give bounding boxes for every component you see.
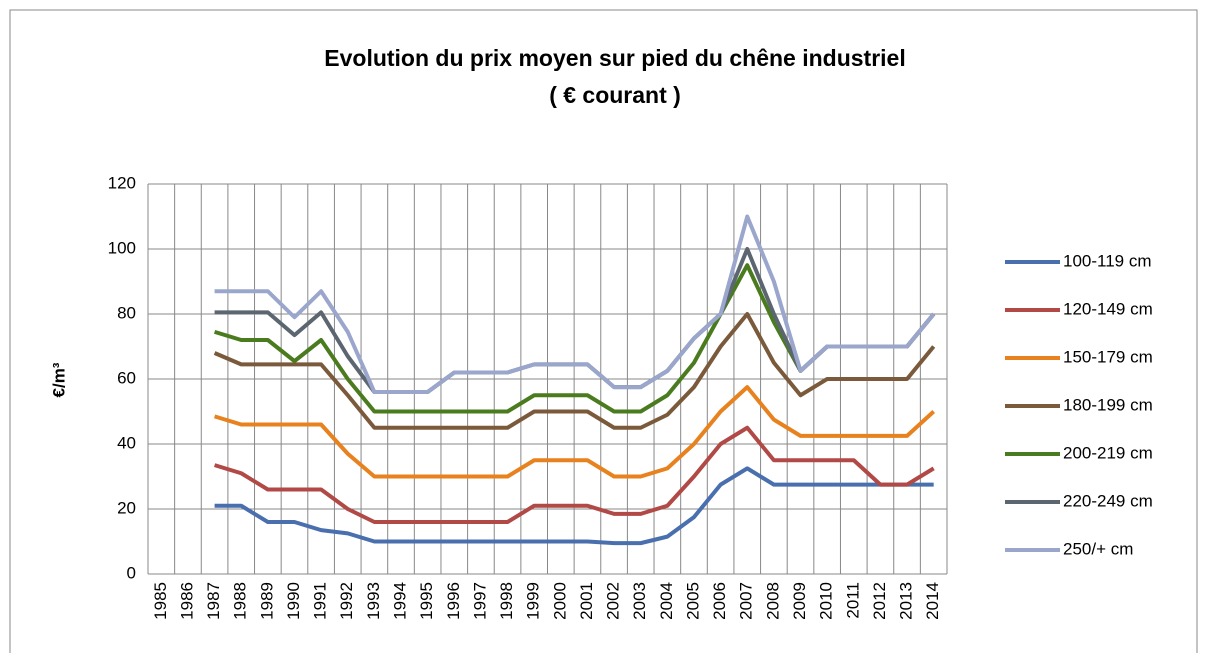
x-tick-label: 2013 <box>897 582 916 620</box>
data-line <box>214 214 936 394</box>
x-tick-label: 1985 <box>151 582 170 620</box>
x-tick-label: 2009 <box>790 582 809 620</box>
x-tick-label: 1999 <box>524 582 543 620</box>
x-tick-label: 2001 <box>577 582 596 620</box>
x-tick-label: 1992 <box>337 582 356 620</box>
chart-title: Evolution du prix moyen sur pied du chên… <box>324 45 905 71</box>
x-tick-label: 1991 <box>311 582 330 620</box>
x-tick-label: 2004 <box>657 582 676 620</box>
x-tick-label: 1993 <box>364 582 383 620</box>
y-tick-label: 60 <box>117 368 136 387</box>
x-tick-label: 2002 <box>604 582 623 620</box>
x-tick-label: 2012 <box>870 582 889 620</box>
x-tick-label: 2010 <box>817 582 836 620</box>
data-line <box>213 425 935 524</box>
data-line <box>213 312 936 430</box>
x-tick-label: 1986 <box>177 582 196 620</box>
y-axis-label: €/m³ <box>49 362 68 397</box>
legend-label: 200-219 cm <box>1063 443 1153 462</box>
legend-label: 220-249 cm <box>1063 491 1153 510</box>
y-tick-label: 40 <box>117 433 136 452</box>
legend-label: 150-179 cm <box>1063 347 1153 366</box>
x-tick-label: 2008 <box>763 582 782 620</box>
y-tick-label: 0 <box>127 563 136 582</box>
x-tick-label: 1989 <box>257 582 276 620</box>
x-tick-label: 2014 <box>923 582 942 620</box>
legend-label: 180-199 cm <box>1063 395 1153 414</box>
x-tick-label: 1997 <box>470 582 489 620</box>
x-tick-label: 1988 <box>231 582 250 620</box>
x-tick-label: 2000 <box>550 582 569 620</box>
chart-frame <box>9 9 1198 658</box>
x-tick-label: 1987 <box>204 582 223 620</box>
data-line <box>214 466 934 546</box>
x-tick-label: 2003 <box>630 582 649 620</box>
x-tick-label: 2006 <box>710 582 729 620</box>
x-tick-label: 2005 <box>683 582 702 620</box>
legend-label: 100-119 cm <box>1063 251 1152 270</box>
chart-subtitle: ( € courant ) <box>549 82 681 108</box>
x-tick-label: 1998 <box>497 582 516 620</box>
y-tick-label: 120 <box>108 173 136 192</box>
y-tick-label: 100 <box>108 238 136 257</box>
y-tick-label: 80 <box>117 303 136 322</box>
x-tick-label: 1990 <box>284 582 303 620</box>
y-tick-label: 20 <box>117 498 136 517</box>
x-tick-label: 1994 <box>391 582 410 620</box>
legend-label: 250/+ cm <box>1063 539 1133 558</box>
data-line <box>213 385 936 479</box>
x-tick-label: 2007 <box>737 582 756 620</box>
legend-label: 120-149 cm <box>1063 299 1153 318</box>
x-tick-label: 2011 <box>843 582 862 619</box>
x-tick-label: 1995 <box>417 582 436 620</box>
x-tick-label: 1996 <box>444 582 463 620</box>
